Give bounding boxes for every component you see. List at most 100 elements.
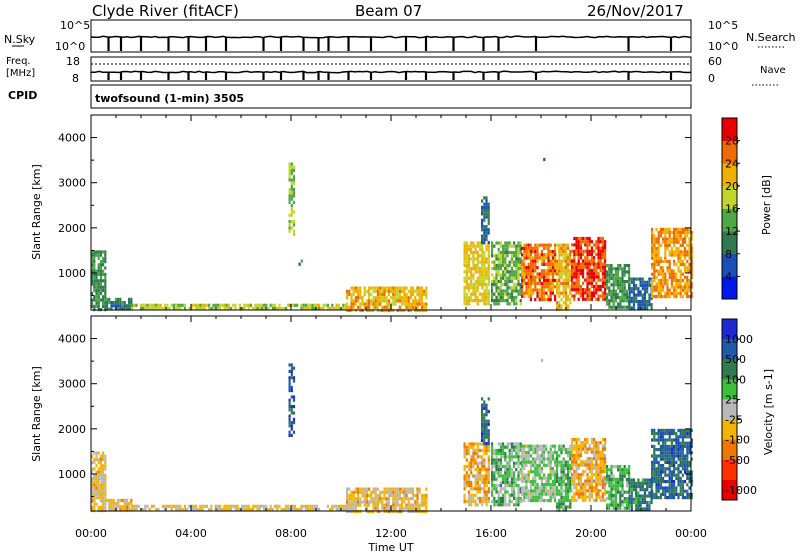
velocity-echo-cell (354, 500, 357, 504)
power-echo-cell (392, 296, 395, 300)
power-echo-cell (197, 303, 200, 307)
velocity-echo-cell (474, 484, 477, 488)
velocity-echo-cell (521, 476, 524, 480)
velocity-echo-cell (379, 500, 382, 504)
power-echo-cell (478, 273, 482, 277)
power-echo-cell (379, 302, 382, 306)
power-echo-cell (584, 249, 587, 253)
velocity-echo-cell (670, 486, 673, 490)
power-echo-cell (309, 303, 312, 307)
power-echo-cell (506, 247, 509, 251)
power-echo-cell (688, 269, 691, 273)
velocity-echo-cell (93, 451, 96, 455)
power-echo-cell (481, 199, 484, 203)
velocity-echo-cell (483, 484, 486, 488)
power-echo-cell (651, 263, 654, 267)
power-echo-cell (376, 292, 379, 297)
velocity-echo-cell (504, 503, 507, 507)
power-echo-cell (521, 294, 524, 298)
power-echo-cell (142, 303, 145, 307)
power-echo-cell (256, 306, 259, 311)
velocity-echo-cell (650, 500, 653, 505)
power-echo-cell (673, 285, 676, 289)
velocity-echo-cell (483, 403, 486, 407)
power-echo-cell (102, 298, 105, 302)
power-echo-cell (675, 295, 678, 299)
velocity-echo-cell (510, 445, 513, 449)
velocity-echo-cell (582, 444, 585, 448)
velocity-echo-cell (363, 490, 366, 494)
power-echo-cell (350, 299, 353, 303)
velocity-echo-cell (416, 487, 419, 491)
velocity-echo-cell (677, 473, 680, 477)
velocity-echo-cell (584, 485, 587, 490)
power-echo-cell (599, 294, 602, 298)
power-echo-cell (675, 279, 678, 283)
power-echo-cell (586, 275, 589, 279)
power-echo-cell (632, 277, 636, 281)
velocity-echo-cell (659, 454, 662, 458)
power-echo-cell (562, 243, 565, 247)
power-echo-cell (463, 254, 466, 258)
power-echo-cell (677, 256, 680, 260)
velocity-echo-cell (483, 474, 486, 478)
velocity-echo-cell (564, 495, 567, 499)
power-echo-cell (569, 256, 572, 260)
velocity-echo-cell (630, 494, 633, 498)
velocity-echo-cell (690, 441, 693, 445)
velocity-echo-cell (483, 400, 486, 404)
velocity-echo-cell (575, 447, 578, 451)
power-echo-cell (577, 243, 580, 247)
velocity-echo-cell (506, 455, 509, 459)
velocity-echo-cell (513, 503, 516, 507)
velocity-echo-cell (472, 496, 475, 500)
power-echo-cell (690, 231, 693, 235)
power-echo-cell (234, 306, 237, 311)
velocity-echo-cell (579, 495, 582, 499)
velocity-colorbar-label: Velocity [m s-1] (762, 369, 775, 455)
velocity-echo-cell (677, 454, 680, 458)
power-echo-cell (601, 243, 604, 247)
velocity-echo-cell (104, 473, 107, 477)
power-echo-cell (495, 279, 498, 283)
power-echo-cell (523, 282, 526, 286)
power-echo-cell (485, 234, 488, 238)
power-echo-cell (554, 278, 557, 282)
power-echo-cell (564, 304, 567, 308)
velocity-echo-cell (95, 473, 98, 477)
power-echo-cell (394, 302, 397, 306)
power-echo-cell (573, 268, 576, 273)
power-echo-cell (599, 278, 602, 282)
velocity-echo-cell (93, 505, 96, 509)
velocity-echo-cell (385, 506, 388, 510)
power-echo-cell (91, 279, 94, 283)
velocity-echo-cell (285, 504, 288, 508)
velocity-colorbar-swatch (722, 479, 737, 501)
velocity-echo-cell (540, 483, 543, 487)
power-echo-cell (625, 299, 628, 303)
power-echo-cell (470, 244, 473, 248)
power-echo-cell (99, 253, 102, 257)
power-echo-cell (502, 254, 505, 258)
power-echo-cell (481, 237, 484, 241)
time-axis-label: Time UT (367, 541, 413, 554)
velocity-echo-cell (619, 500, 622, 504)
power-echo-cell (493, 267, 496, 271)
power-echo-cell (681, 227, 684, 231)
power-echo-cell (483, 260, 486, 264)
power-echo-cell (628, 267, 631, 271)
power-echo-cell (290, 184, 293, 188)
power-echo-cell (651, 288, 654, 292)
velocity-echo-cell (681, 492, 684, 496)
power-echo-cell (681, 237, 684, 241)
velocity-echo-cell (554, 473, 557, 477)
velocity-echo-cell (662, 448, 665, 452)
power-echo-cell (504, 244, 507, 248)
velocity-echo-cell (562, 460, 565, 464)
velocity-echo-cell (481, 458, 484, 462)
velocity-echo-cell (463, 480, 466, 484)
velocity-echo-cell (499, 448, 502, 452)
power-echo-cell (216, 303, 219, 307)
power-echo-cell (601, 268, 604, 273)
power-echo-cell (463, 299, 466, 303)
